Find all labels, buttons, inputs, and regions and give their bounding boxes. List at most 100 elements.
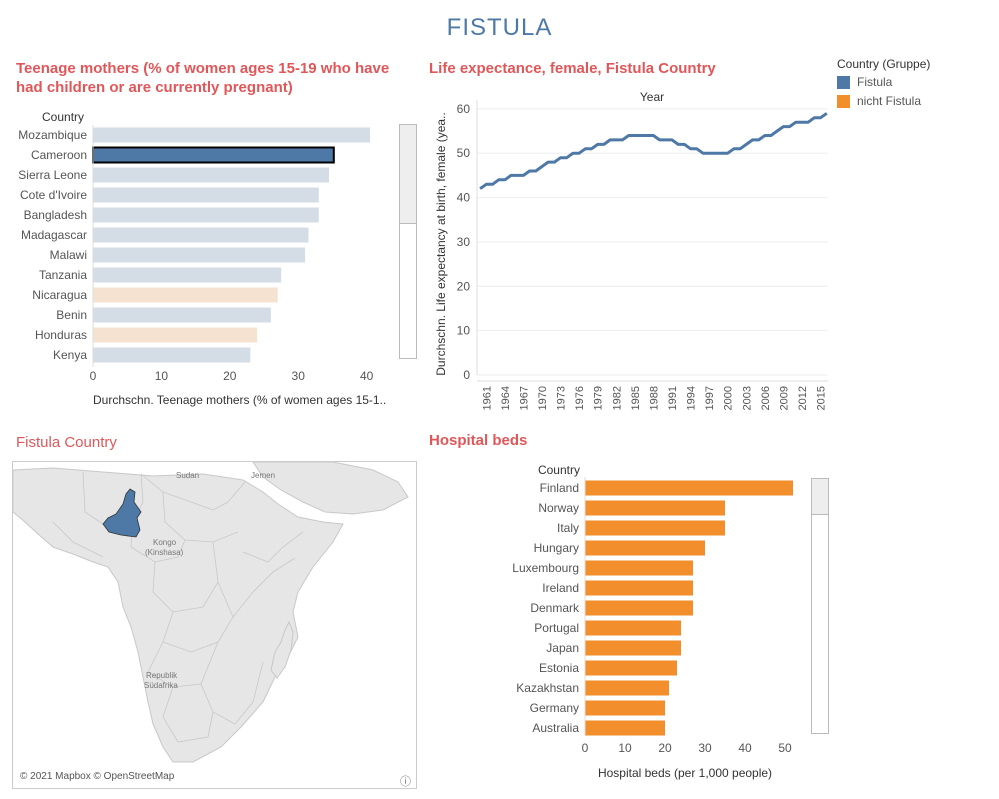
bar-honduras[interactable] [93, 327, 258, 343]
bar-portugal[interactable] [585, 620, 681, 636]
x-tick-1991: 1991 [667, 386, 679, 410]
y-tick-20: 20 [457, 279, 471, 293]
map-label-republik: Republik [146, 671, 178, 680]
bar-cameroon[interactable] [92, 146, 335, 164]
bar-germany[interactable] [585, 700, 665, 716]
bar-luxembourg[interactable] [585, 560, 693, 576]
category-label-mozambique: Mozambique [18, 128, 87, 142]
legend-item-fistula[interactable]: Fistula [837, 75, 930, 89]
teen-scrollbar[interactable] [399, 124, 417, 359]
row-header: Country [538, 463, 580, 477]
x-tick-1997: 1997 [704, 386, 716, 410]
category-label-kenya: Kenya [53, 348, 87, 362]
x-tick-2009: 2009 [778, 386, 790, 410]
x-tick-1961: 1961 [481, 386, 493, 410]
bar-italy[interactable] [585, 520, 725, 536]
x-axis-title: Year [640, 90, 664, 104]
x-tick-1982: 1982 [611, 386, 623, 410]
y-axis-title: Durchschn. Life expectancy at birth, fem… [434, 112, 448, 375]
hospital-scroll-thumb[interactable] [812, 479, 828, 515]
bar-ireland[interactable] [585, 580, 693, 596]
hospital-beds-title: Hospital beds [429, 432, 528, 449]
category-label-nicaragua: Nicaragua [32, 288, 87, 302]
y-tick-60: 60 [457, 102, 471, 116]
x-axis-title: Hospital beds (per 1,000 people) [598, 766, 772, 780]
category-label-germany: Germany [530, 701, 579, 715]
africa-landmass [13, 467, 344, 763]
dashboard-title: FISTULA [446, 14, 553, 41]
bar-denmark[interactable] [585, 600, 693, 616]
x-tick-2000: 2000 [723, 386, 735, 410]
x-tick-10: 10 [155, 369, 169, 383]
x-tick-1985: 1985 [630, 386, 642, 410]
bar-finland[interactable] [585, 480, 793, 496]
x-tick-1964: 1964 [500, 386, 512, 410]
x-tick-1976: 1976 [574, 386, 586, 410]
bar-malawi[interactable] [93, 247, 306, 263]
x-tick-30: 30 [292, 369, 306, 383]
teen-mothers-title: Teenage mothers (% of women ages 15-19 w… [16, 60, 390, 96]
map-info-icon[interactable]: ⓘ [400, 776, 411, 788]
africa-map[interactable]: Sudan Jemen Kongo (Kinshasa) Republik Sü… [12, 461, 417, 789]
category-label-luxembourg: Luxembourg [512, 561, 579, 575]
x-tick-50: 50 [778, 741, 792, 755]
bar-madagascar[interactable] [93, 227, 309, 243]
category-label-italy: Italy [557, 521, 579, 535]
x-tick-40: 40 [738, 741, 752, 755]
category-label-hungary: Hungary [534, 541, 579, 555]
bar-tanzania[interactable] [93, 267, 282, 283]
life-expectancy-chart[interactable]: Year 0 10 20 30 40 50 60 Durchschn. Life expecta… [430, 84, 835, 419]
bar-benin[interactable] [93, 307, 271, 323]
category-label-cote-d-ivoire: Cote d'Ivoire [20, 188, 87, 202]
series-line-fistula[interactable] [479, 112, 828, 190]
category-label-malawi: Malawi [50, 248, 87, 262]
x-tick-2003: 2003 [741, 386, 753, 410]
bar-estonia[interactable] [585, 660, 677, 676]
map-label-suedafrika: Südafrika [144, 681, 178, 690]
category-label-bangladesh: Bangladesh [24, 208, 87, 222]
x-tick-0: 0 [582, 741, 589, 755]
legend-title: Country (Gruppe) [837, 57, 931, 71]
x-tick-2012: 2012 [797, 386, 809, 410]
bar-nicaragua[interactable] [93, 287, 278, 303]
y-tick-40: 40 [457, 191, 471, 205]
bar-cote-d-ivoire[interactable] [93, 187, 319, 203]
teen-scroll-thumb[interactable] [400, 125, 416, 224]
category-label-madagascar: Madagascar [21, 228, 87, 242]
bar-australia[interactable] [585, 720, 665, 736]
legend-label-nicht-fistula: nicht Fistula [857, 94, 922, 108]
category-label-ireland: Ireland [542, 581, 579, 595]
category-label-cameroon: Cameroon [31, 148, 87, 162]
x-tick-10: 10 [618, 741, 632, 755]
category-label-honduras: Honduras [35, 328, 87, 342]
legend-item-nicht-fistula[interactable]: nicht Fistula [837, 94, 930, 108]
category-label-benin: Benin [56, 308, 87, 322]
map-label-jemen: Jemen [251, 471, 275, 480]
map-label-kongo: Kongo [153, 538, 177, 547]
bar-kazakhstan[interactable] [585, 680, 669, 696]
cameroon-region[interactable] [102, 488, 142, 538]
x-tick-20: 20 [658, 741, 672, 755]
bar-sierra-leone[interactable] [93, 167, 330, 183]
bar-kenya[interactable] [93, 347, 251, 363]
map-canvas[interactable]: Sudan Jemen Kongo (Kinshasa) Republik Sü… [13, 462, 416, 788]
bar-norway[interactable] [585, 500, 725, 516]
x-tick-30: 30 [698, 741, 712, 755]
bar-japan[interactable] [585, 640, 681, 656]
category-label-australia: Australia [532, 721, 579, 735]
bar-hungary[interactable] [585, 540, 705, 556]
hospital-beds-chart[interactable]: Country Finland Norway Italy Hungary Luxembou… [430, 455, 815, 790]
legend-swatch-fistula [837, 75, 850, 89]
bar-bangladesh[interactable] [93, 207, 319, 223]
map-title: Fistula Country [16, 434, 117, 451]
x-tick-40: 40 [360, 369, 374, 383]
x-tick-1979: 1979 [593, 386, 605, 410]
map-label-sudan: Sudan [176, 471, 199, 480]
life-expectancy-title: Life expectance, female, Fistula Country [429, 60, 716, 77]
hospital-scrollbar[interactable] [811, 478, 829, 734]
category-label-japan: Japan [546, 641, 579, 655]
legend-swatch-nicht-fistula [837, 94, 850, 108]
bar-mozambique[interactable] [93, 127, 371, 143]
category-label-portugal: Portugal [534, 621, 579, 635]
teen-mothers-chart[interactable]: Country Mozambique Cameroon Sierra Leone Cot… [0, 105, 420, 415]
